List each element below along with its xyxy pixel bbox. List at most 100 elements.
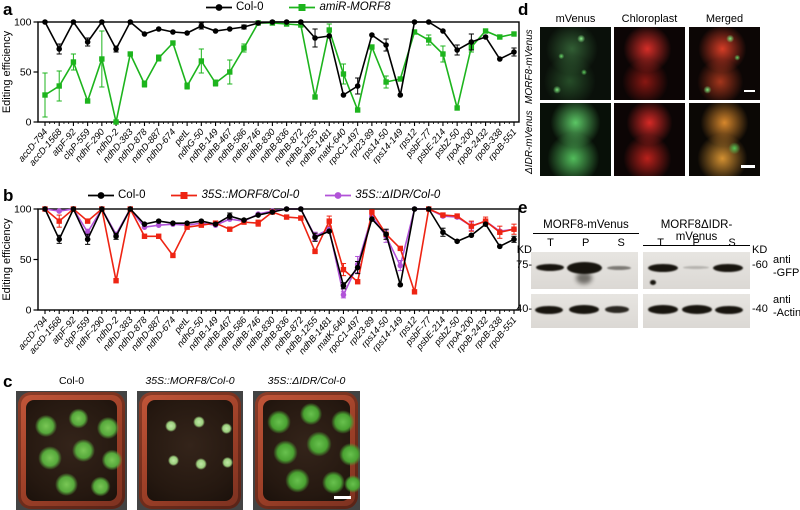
- legend-item-col0: Col-0: [206, 1, 263, 13]
- kd-label-left: KD: [516, 244, 532, 256]
- antibody-line2: -GFP: [773, 267, 800, 279]
- y-tick-label: 100: [14, 17, 32, 29]
- column-header-mvenus: mVenus: [555, 13, 596, 25]
- band-T: [536, 264, 564, 271]
- panel-e-letter: e: [518, 198, 528, 217]
- band-P: [567, 262, 602, 274]
- col0-line-circle-marker: [88, 191, 114, 199]
- antibody-gfp-label: anti -GFP: [773, 254, 799, 280]
- plant-rosette: [218, 453, 236, 471]
- blot-actin-left: [531, 294, 638, 328]
- amir-morf8-line-square-marker: [289, 3, 316, 11]
- pot-title-col0: Col-0: [58, 375, 85, 387]
- marker-60: -60: [752, 259, 768, 271]
- plant-rosette: [59, 399, 97, 437]
- series-line: [44, 22, 515, 123]
- morf8-line-square-marker: [171, 191, 198, 199]
- series-Col-0: [42, 19, 517, 98]
- series-amiR-MORF8: [42, 20, 517, 125]
- scale-bar: [741, 165, 755, 168]
- y-tick-label: 50: [20, 254, 32, 266]
- row-label-morf8-mvenus: MORF8-mVenus: [524, 29, 535, 104]
- lane-label-s: S: [728, 237, 736, 249]
- blot-group-morf8didr-mvenus: MORF8ΔIDR-mVenus: [643, 219, 750, 246]
- legend-item-35s-didr: 35S::ΔIDR/Col-0: [325, 189, 440, 201]
- band-T: [648, 264, 678, 272]
- band-P: [682, 305, 712, 314]
- panel-a-legend: Col-0 amiR-MORF8: [206, 1, 416, 13]
- pot-title-35s-morf8: 35S::MORF8/Col-0: [145, 375, 235, 387]
- col0-line-circle-marker: [206, 3, 232, 11]
- band-S: [715, 306, 743, 314]
- y-tick-label: 50: [20, 67, 32, 79]
- y-tick-label: 0: [26, 117, 32, 129]
- legend-item-amir-morf8: amiR-MORF8: [289, 1, 390, 13]
- series-line: [44, 20, 515, 97]
- lane-label-p: P: [582, 237, 590, 249]
- series-line: [44, 207, 515, 288]
- marker-40-right: -40: [752, 303, 768, 315]
- series-35S::ΔIDR/Col-0: [42, 206, 517, 299]
- antibody-actin-label: anti -Actin: [773, 294, 800, 320]
- plant-rosette: [189, 452, 213, 476]
- antibody-line2: -Actin: [773, 307, 800, 319]
- micrograph-morf8-merged: [689, 27, 760, 100]
- plant-rosette: [216, 418, 236, 438]
- antibody-line1: anti: [773, 294, 791, 306]
- y-axis-title: Editing efficiency: [1, 218, 13, 301]
- plant-rosette: [263, 406, 295, 438]
- row-label-didr-mvenus: ΔIDR-mVenus: [524, 110, 535, 174]
- micrograph-didr-merged: [689, 103, 760, 176]
- lane-label-s: S: [617, 237, 625, 249]
- blot-actin-right: [643, 294, 750, 328]
- pot-photo-35s-morf8: [137, 391, 243, 510]
- micrograph-didr-mvenus: [540, 103, 611, 176]
- micrograph-didr-chloroplast: [614, 103, 685, 176]
- column-header-chloroplast: Chloroplast: [621, 13, 678, 25]
- series-35S::MORF8/Col-0: [42, 206, 517, 295]
- antibody-line1: anti: [773, 254, 791, 266]
- column-header-merged: Merged: [705, 13, 744, 25]
- band-S: [605, 306, 629, 313]
- plant-rosette: [163, 450, 183, 470]
- legend-label-col0-b: Col-0: [118, 189, 146, 201]
- pot-photo-35s-didr: [253, 391, 360, 510]
- pot-soil: [263, 392, 360, 504]
- plant-rosette: [163, 418, 179, 434]
- y-tick-label: 100: [14, 204, 32, 216]
- series-line: [44, 206, 515, 293]
- lane-labels-right: T P S: [643, 237, 750, 249]
- kd-label-right: KD: [752, 244, 768, 256]
- panel-c-letter: c: [3, 372, 13, 391]
- band-P: [569, 305, 599, 314]
- blot-gfp-left: [531, 252, 638, 289]
- pot-soil: [26, 399, 127, 506]
- scale-bar: [744, 89, 755, 92]
- panel-b-legend: Col-0 35S::MORF8/Col-0 35S::ΔIDR/Col-0: [88, 189, 466, 201]
- band-S: [713, 264, 743, 272]
- legend-label-35s-didr: 35S::ΔIDR/Col-0: [355, 189, 441, 201]
- lane-label-p: P: [692, 237, 700, 249]
- band-smear: [576, 272, 592, 284]
- y-axis-title: Editing efficiency: [1, 30, 13, 113]
- micrograph-morf8-mvenus: [540, 27, 611, 100]
- plant-rosette: [84, 470, 116, 502]
- pot-soil: [147, 400, 236, 501]
- band-T: [648, 305, 678, 314]
- legend-item-col0-b: Col-0: [88, 189, 145, 201]
- plant-rosette: [187, 410, 211, 434]
- legend-item-35s-morf8: 35S::MORF8/Col-0: [171, 189, 299, 201]
- pot-title-35s-didr: 35S::ΔIDR/Col-0: [267, 375, 346, 387]
- legend-label-col0: Col-0: [236, 1, 264, 13]
- marker-40-left: 40-: [516, 303, 532, 315]
- band-S: [607, 266, 631, 270]
- band-T: [535, 306, 563, 314]
- scale-bar: [334, 496, 351, 499]
- didr-line-circle-marker: [325, 191, 352, 199]
- pot-photo-col0: [16, 391, 127, 510]
- lane-labels-left: T P S: [533, 237, 639, 249]
- band-P: [683, 266, 709, 269]
